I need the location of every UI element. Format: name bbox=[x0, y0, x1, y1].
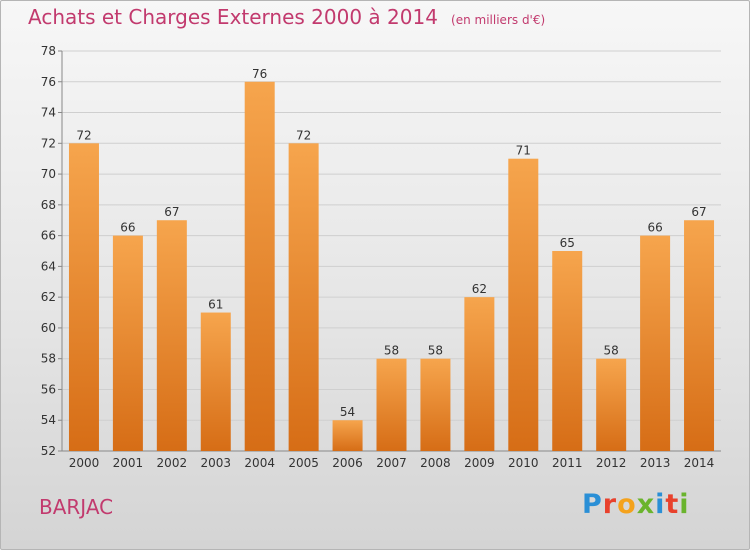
chart-title: Achats et Charges Externes 2000 à 2014 (… bbox=[28, 5, 545, 29]
x-tick-label: 2014 bbox=[684, 456, 715, 470]
x-tick-label: 2002 bbox=[157, 456, 188, 470]
bar-value-label: 72 bbox=[76, 128, 91, 142]
y-tick-label: 68 bbox=[41, 198, 56, 212]
bar-value-label: 61 bbox=[208, 298, 223, 312]
bar-value-label: 71 bbox=[516, 144, 531, 158]
y-tick-label: 56 bbox=[41, 382, 56, 396]
bar-value-label: 76 bbox=[252, 67, 267, 81]
x-tick-label: 2004 bbox=[244, 456, 275, 470]
bar bbox=[244, 81, 275, 452]
bar-value-label: 66 bbox=[120, 221, 135, 235]
x-tick-label: 2010 bbox=[508, 456, 539, 470]
logo-letter: o bbox=[617, 489, 637, 520]
bar-value-label: 67 bbox=[691, 205, 706, 219]
x-tick-label: 2003 bbox=[200, 456, 231, 470]
bar bbox=[376, 358, 407, 451]
logo-letter: t bbox=[665, 489, 680, 520]
chart-title-main: Achats et Charges Externes 2000 à 2014 bbox=[28, 5, 438, 29]
bar bbox=[288, 143, 319, 452]
x-tick-label: 2009 bbox=[464, 456, 495, 470]
bar-value-label: 66 bbox=[647, 221, 662, 235]
proxiti-logo: Proxiti bbox=[582, 489, 690, 520]
bar bbox=[464, 297, 495, 451]
y-tick-label: 72 bbox=[41, 136, 56, 150]
bar bbox=[420, 358, 451, 451]
bar-value-label: 67 bbox=[164, 205, 179, 219]
y-tick-label: 76 bbox=[41, 75, 56, 89]
bar-value-label: 58 bbox=[604, 344, 619, 358]
chart-title-unit: (en milliers d'€) bbox=[451, 13, 546, 27]
bar bbox=[68, 143, 99, 452]
x-tick-label: 2007 bbox=[376, 456, 407, 470]
x-tick-label: 2001 bbox=[113, 456, 144, 470]
x-tick-label: 2008 bbox=[420, 456, 451, 470]
logo-letter: i bbox=[655, 489, 666, 520]
commune-name: BARJAC bbox=[39, 495, 114, 519]
bar bbox=[508, 158, 539, 451]
bar-value-label: 72 bbox=[296, 128, 311, 142]
bar bbox=[684, 220, 715, 451]
bar bbox=[596, 358, 627, 451]
y-tick-label: 62 bbox=[41, 290, 56, 304]
logo-letter: r bbox=[602, 489, 618, 520]
x-tick-label: 2006 bbox=[332, 456, 363, 470]
logo-letter: x bbox=[636, 489, 656, 520]
bar bbox=[156, 220, 187, 451]
bar bbox=[200, 312, 231, 451]
bar bbox=[112, 235, 143, 451]
y-tick-label: 60 bbox=[41, 321, 56, 335]
x-tick-label: 2000 bbox=[69, 456, 100, 470]
bar-value-label: 58 bbox=[384, 344, 399, 358]
y-tick-label: 70 bbox=[41, 167, 56, 181]
y-tick-label: 52 bbox=[41, 444, 56, 458]
y-tick-label: 58 bbox=[41, 352, 56, 366]
y-tick-label: 64 bbox=[41, 259, 56, 273]
logo-letter: P bbox=[582, 489, 603, 520]
x-tick-label: 2012 bbox=[596, 456, 627, 470]
bar-value-label: 62 bbox=[472, 282, 487, 296]
bar bbox=[640, 235, 671, 451]
y-tick-label: 74 bbox=[41, 106, 56, 120]
x-tick-label: 2005 bbox=[288, 456, 319, 470]
y-tick-label: 66 bbox=[41, 229, 56, 243]
x-tick-label: 2011 bbox=[552, 456, 583, 470]
bar-value-label: 65 bbox=[560, 236, 575, 250]
x-tick-label: 2013 bbox=[640, 456, 671, 470]
bar bbox=[332, 420, 363, 451]
y-tick-label: 54 bbox=[41, 413, 56, 427]
bar-value-label: 58 bbox=[428, 344, 443, 358]
y-tick-label: 78 bbox=[41, 44, 56, 58]
bar-value-label: 54 bbox=[340, 405, 355, 419]
bar bbox=[552, 251, 583, 451]
logo-letter: i bbox=[679, 489, 690, 520]
